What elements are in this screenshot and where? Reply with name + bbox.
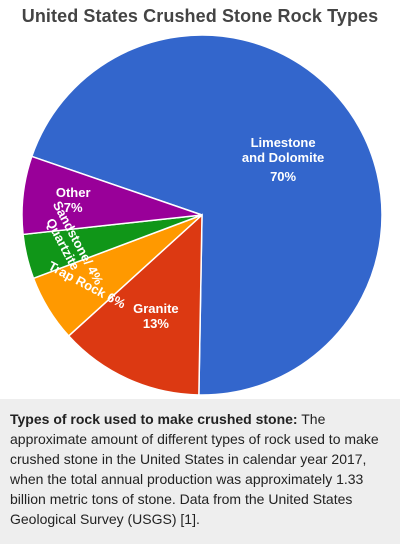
pie-slice [67,213,203,396]
pie-slice [21,155,203,236]
slice-label: Limestone and Dolomite 70% [242,135,324,184]
slice-label: Granite 13% [133,301,179,331]
pie-slices [21,34,383,396]
slice-label-line: 13% [143,316,169,331]
slice-label-line: 70% [270,169,296,184]
slice-label-line: Granite [133,301,179,316]
slice-label: Other 7% [56,185,91,215]
slice-label-line: Other [56,185,91,200]
slice-label-line: Limestone [251,135,316,150]
slice-label-line: and Dolomite [242,150,324,165]
caption-body: The approximate amount of different type… [10,411,379,527]
pie-chart: Limestone and Dolomite 70%Granite 13%Trap R… [21,34,383,396]
chart-title: United States Crushed Stone Rock Types [21,6,379,26]
pie-slice [30,34,383,396]
caption-heading: Types of rock used to make crushed stone… [10,411,298,427]
slice-label-line: 7% [64,200,83,215]
figure-caption: Types of rock used to make crushed stone… [0,399,400,544]
